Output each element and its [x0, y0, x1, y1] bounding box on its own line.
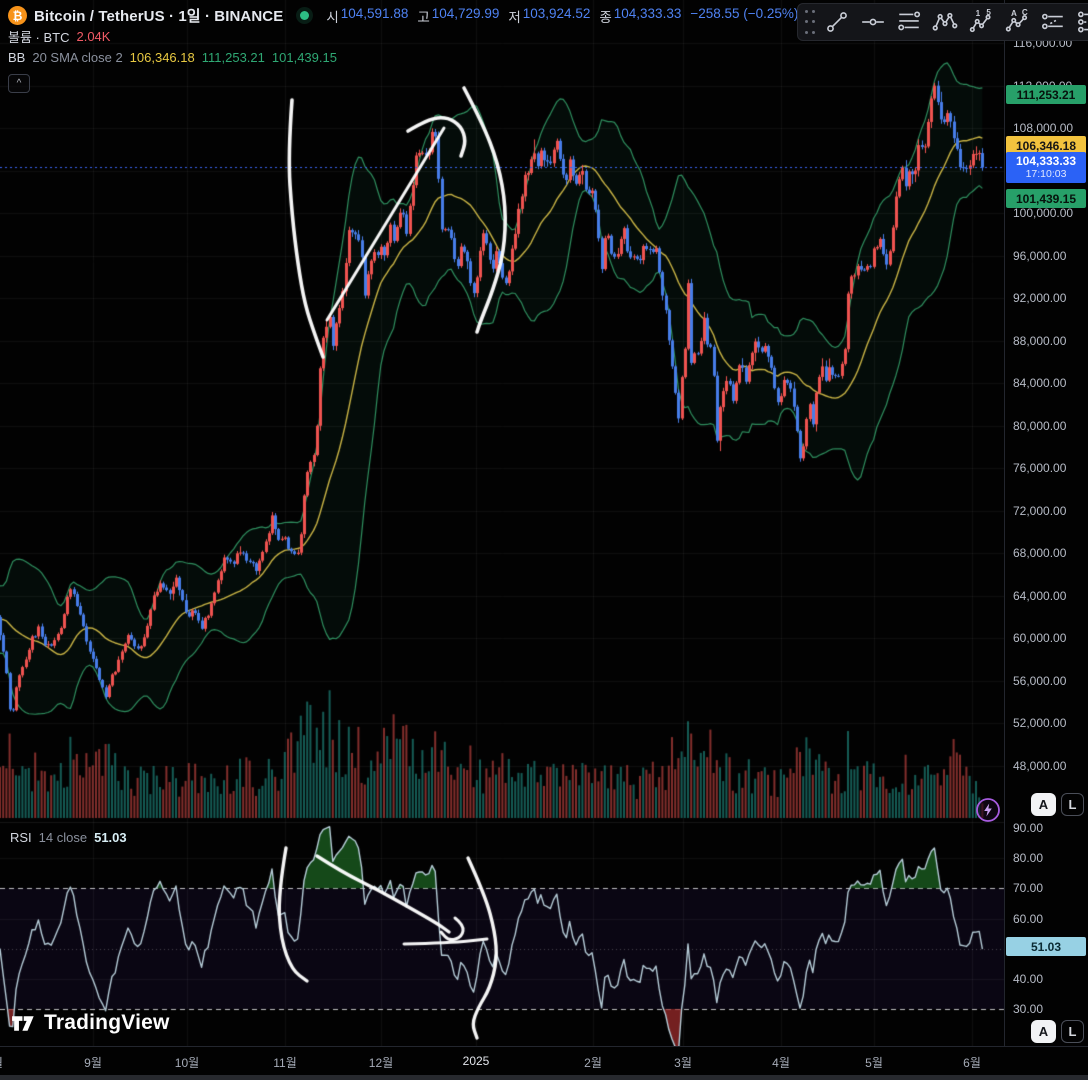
change-value: −258.55 (−0.25%): [690, 5, 799, 21]
rsi-value: 51.03: [94, 830, 127, 845]
window-bottom-strip: [0, 1075, 1088, 1080]
rsi-tick-label: 80.00: [1013, 851, 1044, 866]
bb-upper-value: 111,253.21: [201, 50, 265, 65]
bb-basis-axis-label: 106,346.18: [1006, 136, 1086, 155]
price-tick-label: 80,000.00: [1013, 418, 1067, 433]
svg-text:C: C: [1021, 9, 1027, 17]
projection-icon[interactable]: [1035, 7, 1070, 37]
auto-scale-button[interactable]: A: [1031, 793, 1056, 816]
price-tick-label: 84,000.00: [1013, 376, 1067, 391]
price-tick-label: 56,000.00: [1013, 673, 1067, 688]
price-axis[interactable]: 111,253.21 106,346.18 104,333.33 17:10:0…: [1004, 0, 1088, 1046]
legend-collapse-button[interactable]: ^: [8, 74, 30, 93]
price-tick-label: 92,000.00: [1013, 291, 1067, 306]
long-position-icon[interactable]: [1071, 7, 1088, 37]
time-tick-label: 9월: [84, 1056, 102, 1070]
close-label: 종: [599, 9, 612, 25]
close-value: 104,333.33: [613, 5, 682, 21]
time-tick-label: 6월: [963, 1056, 981, 1070]
high-label: 고: [417, 9, 430, 25]
volume-legend-row[interactable]: 볼륨 · BTC 2.04K: [8, 26, 798, 47]
price-tick-label: 64,000.00: [1013, 588, 1067, 603]
low-label: 저: [508, 9, 521, 25]
volume-label: 볼륨 · BTC: [8, 30, 70, 45]
time-axis[interactable]: 8월 9월 10월 11월 12월 2025 2월 3월 4월 5월 6월: [0, 1046, 1088, 1076]
current-price-axis-label: 104,333.33 17:10:03: [1006, 152, 1086, 183]
rsi-log-scale-button[interactable]: L: [1061, 1020, 1084, 1043]
bb-legend-row[interactable]: BB 20 SMA close 2 106,346.18 111,253.21 …: [8, 47, 798, 68]
bb-name: BB: [8, 50, 26, 65]
open-value: 104,591.88: [340, 5, 409, 21]
bar-countdown: 17:10:03: [1025, 167, 1067, 180]
price-tick-label: 72,000.00: [1013, 503, 1067, 518]
toolbar-drag-handle-icon[interactable]: [802, 7, 818, 37]
horizontal-line-icon[interactable]: [855, 7, 890, 37]
price-tick-label: 68,000.00: [1013, 546, 1067, 561]
price-tick-label: 60,000.00: [1013, 631, 1067, 646]
price-tick-label: 100,000.00: [1013, 206, 1074, 221]
rsi-scale-buttons: A L: [1031, 1020, 1084, 1043]
symbol-title: Bitcoin / TetherUS · 1일 · BINANCE: [34, 8, 284, 25]
rsi-tick-label: 40.00: [1013, 971, 1044, 986]
bb-upper-axis-label: 111,253.21: [1006, 85, 1086, 104]
time-tick-label: 4월: [772, 1056, 790, 1070]
tradingview-watermark[interactable]: TradingView: [10, 1009, 170, 1036]
time-tick-label: 2월: [584, 1056, 602, 1070]
log-scale-button[interactable]: L: [1061, 793, 1084, 816]
svg-text:1: 1: [975, 9, 980, 18]
ohlc-values: 시 104,591.88 고 104,729.99 저 103,924.52 종 104…: [326, 6, 798, 26]
legend: ₿ Bitcoin / TetherUS · 1일 · BINANCE 시 104…: [8, 5, 798, 93]
parallel-channel-icon[interactable]: [891, 7, 926, 37]
price-tick-label: 52,000.00: [1013, 716, 1067, 731]
rsi-name: RSI: [10, 830, 32, 845]
tradingview-logo-icon: [12, 1016, 34, 1031]
time-tick-label: 2025: [462, 1054, 490, 1068]
svg-text:5: 5: [986, 9, 991, 17]
main-scale-buttons: A L: [1031, 793, 1084, 816]
low-value: 103,924.52: [522, 5, 591, 21]
bb-basis-value: 106,346.18: [129, 50, 195, 65]
high-value: 104,729.99: [431, 5, 500, 21]
time-tick-label: 3월: [674, 1056, 692, 1070]
trend-line-icon[interactable]: [819, 7, 854, 37]
rsi-axis-label: 51.03: [1006, 937, 1086, 956]
open-label: 시: [326, 9, 339, 25]
rsi-tick-label: 30.00: [1013, 1002, 1044, 1016]
time-tick-label: 8월: [0, 1054, 3, 1071]
volume-value: 2.04K: [76, 29, 111, 44]
current-price-value: 104,333.33: [1015, 153, 1077, 168]
rsi-tick-label: 70.00: [1013, 881, 1044, 896]
chart-area[interactable]: [0, 0, 1005, 1046]
price-tick-label: 96,000.00: [1013, 248, 1067, 263]
bb-lower-value: 101,439.15: [271, 50, 337, 65]
rsi-legend-row[interactable]: RSI 14 close 51.03: [10, 830, 127, 845]
svg-text:A: A: [1011, 9, 1017, 18]
symbol-row[interactable]: ₿ Bitcoin / TetherUS · 1일 · BINANCE 시 104…: [8, 5, 798, 26]
market-status-icon[interactable]: [300, 11, 310, 20]
rsi-tick-label: 60.00: [1013, 911, 1044, 926]
tradingview-label: TradingView: [44, 1010, 170, 1034]
price-tick-label: 108,000.00: [1013, 121, 1074, 136]
time-tick-label: 12월: [368, 1056, 394, 1070]
rsi-auto-scale-button[interactable]: A: [1031, 1020, 1056, 1043]
xabcd-pattern-icon[interactable]: [927, 7, 962, 37]
bitcoin-icon: ₿: [8, 6, 27, 25]
time-tick-label: 10월: [174, 1056, 200, 1070]
price-tick-label: 88,000.00: [1013, 333, 1067, 348]
time-tick-label: 5월: [865, 1056, 883, 1070]
price-tick-label: 48,000.00: [1013, 758, 1067, 773]
boost-lightning-icon[interactable]: [975, 797, 1001, 823]
price-tick-label: 76,000.00: [1013, 461, 1067, 476]
rsi-params: 14 close: [38, 830, 88, 845]
rsi-tick-label: 90.00: [1013, 821, 1044, 835]
bb-params: 20 SMA close 2: [32, 50, 123, 65]
bb-lower-axis-label: 101,439.15: [1006, 189, 1086, 208]
time-tick-label: 11월: [273, 1056, 297, 1070]
